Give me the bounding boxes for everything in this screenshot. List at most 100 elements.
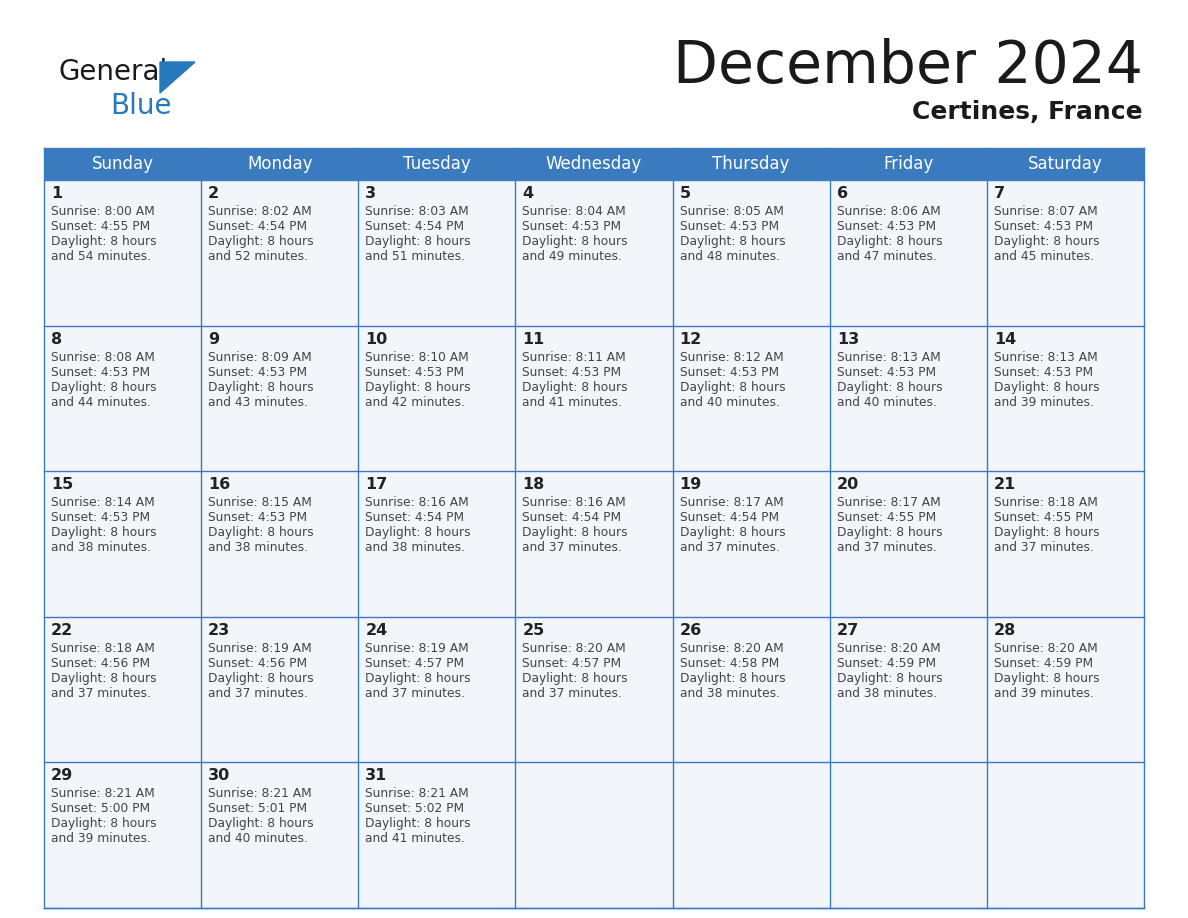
Text: and 54 minutes.: and 54 minutes. (51, 250, 151, 263)
Text: and 39 minutes.: and 39 minutes. (51, 833, 151, 845)
Bar (516, 471, 672, 617)
Text: and 37 minutes.: and 37 minutes. (208, 687, 308, 700)
Text: Sunset: 4:54 PM: Sunset: 4:54 PM (208, 220, 308, 233)
Text: Sunset: 4:53 PM: Sunset: 4:53 PM (365, 365, 465, 378)
Text: 11: 11 (523, 331, 544, 347)
Bar (987, 326, 1144, 471)
Bar (829, 326, 987, 471)
Text: and 38 minutes.: and 38 minutes. (365, 542, 466, 554)
Bar (829, 617, 987, 763)
Text: Daylight: 8 hours: Daylight: 8 hours (208, 235, 314, 248)
Text: 5: 5 (680, 186, 690, 201)
Text: 13: 13 (836, 331, 859, 347)
Text: and 52 minutes.: and 52 minutes. (208, 250, 308, 263)
Text: Sunrise: 8:05 AM: Sunrise: 8:05 AM (680, 205, 783, 218)
Text: 10: 10 (365, 331, 387, 347)
Text: Saturday: Saturday (1028, 155, 1102, 173)
Text: Sunset: 4:53 PM: Sunset: 4:53 PM (680, 220, 778, 233)
Text: Monday: Monday (247, 155, 312, 173)
Bar (672, 148, 829, 180)
Text: and 40 minutes.: and 40 minutes. (836, 396, 936, 409)
Bar (44, 148, 201, 180)
Text: Sunrise: 8:20 AM: Sunrise: 8:20 AM (680, 642, 783, 655)
Text: Sunrise: 8:06 AM: Sunrise: 8:06 AM (836, 205, 941, 218)
Text: Sunset: 4:57 PM: Sunset: 4:57 PM (365, 656, 465, 670)
Text: 27: 27 (836, 622, 859, 638)
Bar (516, 326, 672, 471)
Text: and 44 minutes.: and 44 minutes. (51, 396, 151, 409)
Bar (201, 763, 359, 908)
Text: Sunrise: 8:19 AM: Sunrise: 8:19 AM (365, 642, 469, 655)
Bar (829, 763, 987, 908)
Bar (672, 471, 829, 617)
Text: Sunset: 4:56 PM: Sunset: 4:56 PM (51, 656, 150, 670)
Text: 25: 25 (523, 622, 544, 638)
Text: 2: 2 (208, 186, 220, 201)
Text: Sunset: 4:53 PM: Sunset: 4:53 PM (51, 365, 150, 378)
Text: 23: 23 (208, 622, 230, 638)
Bar (672, 617, 829, 763)
Text: Daylight: 8 hours: Daylight: 8 hours (994, 381, 1099, 394)
Text: Sunset: 4:53 PM: Sunset: 4:53 PM (208, 511, 308, 524)
Text: Sunset: 4:55 PM: Sunset: 4:55 PM (836, 511, 936, 524)
Text: 9: 9 (208, 331, 220, 347)
Text: Sunrise: 8:04 AM: Sunrise: 8:04 AM (523, 205, 626, 218)
Text: and 45 minutes.: and 45 minutes. (994, 250, 1094, 263)
Text: Daylight: 8 hours: Daylight: 8 hours (836, 526, 942, 539)
Text: Sunrise: 8:20 AM: Sunrise: 8:20 AM (836, 642, 941, 655)
Text: Sunrise: 8:20 AM: Sunrise: 8:20 AM (523, 642, 626, 655)
Bar (987, 617, 1144, 763)
Text: Daylight: 8 hours: Daylight: 8 hours (51, 526, 157, 539)
Text: Sunset: 4:53 PM: Sunset: 4:53 PM (994, 220, 1093, 233)
Bar (201, 326, 359, 471)
Text: Sunset: 4:53 PM: Sunset: 4:53 PM (208, 365, 308, 378)
Text: Sunrise: 8:21 AM: Sunrise: 8:21 AM (51, 788, 154, 800)
Bar (516, 617, 672, 763)
Text: and 37 minutes.: and 37 minutes. (365, 687, 466, 700)
Text: Wednesday: Wednesday (545, 155, 643, 173)
Text: Sunset: 4:59 PM: Sunset: 4:59 PM (836, 656, 936, 670)
Text: 18: 18 (523, 477, 544, 492)
Text: Sunrise: 8:17 AM: Sunrise: 8:17 AM (680, 497, 783, 509)
Text: Daylight: 8 hours: Daylight: 8 hours (523, 235, 628, 248)
Text: Sunset: 4:53 PM: Sunset: 4:53 PM (836, 220, 936, 233)
Text: 4: 4 (523, 186, 533, 201)
Text: and 41 minutes.: and 41 minutes. (365, 833, 466, 845)
Bar (987, 471, 1144, 617)
Bar (516, 148, 672, 180)
Text: Sunrise: 8:18 AM: Sunrise: 8:18 AM (51, 642, 154, 655)
Text: 26: 26 (680, 622, 702, 638)
Text: and 49 minutes.: and 49 minutes. (523, 250, 623, 263)
Text: 30: 30 (208, 768, 230, 783)
Text: 3: 3 (365, 186, 377, 201)
Text: 28: 28 (994, 622, 1016, 638)
Text: Sunset: 4:58 PM: Sunset: 4:58 PM (680, 656, 779, 670)
Text: Daylight: 8 hours: Daylight: 8 hours (208, 817, 314, 831)
Text: Sunrise: 8:07 AM: Sunrise: 8:07 AM (994, 205, 1098, 218)
Text: Sunrise: 8:18 AM: Sunrise: 8:18 AM (994, 497, 1098, 509)
Text: and 48 minutes.: and 48 minutes. (680, 250, 779, 263)
Text: Sunrise: 8:15 AM: Sunrise: 8:15 AM (208, 497, 312, 509)
Text: Daylight: 8 hours: Daylight: 8 hours (836, 672, 942, 685)
Bar (201, 148, 359, 180)
Bar (987, 148, 1144, 180)
Text: 1: 1 (51, 186, 62, 201)
Bar (201, 617, 359, 763)
Text: Sunset: 4:53 PM: Sunset: 4:53 PM (523, 365, 621, 378)
Text: Sunrise: 8:02 AM: Sunrise: 8:02 AM (208, 205, 312, 218)
Text: and 38 minutes.: and 38 minutes. (680, 687, 779, 700)
Bar (359, 617, 516, 763)
Text: 12: 12 (680, 331, 702, 347)
Text: Friday: Friday (883, 155, 934, 173)
Text: December 2024: December 2024 (672, 38, 1143, 95)
Text: Sunrise: 8:09 AM: Sunrise: 8:09 AM (208, 351, 312, 364)
Text: Sunset: 4:54 PM: Sunset: 4:54 PM (680, 511, 778, 524)
Text: Sunset: 5:02 PM: Sunset: 5:02 PM (365, 802, 465, 815)
Bar (44, 471, 201, 617)
Text: Sunrise: 8:14 AM: Sunrise: 8:14 AM (51, 497, 154, 509)
Text: and 37 minutes.: and 37 minutes. (523, 687, 623, 700)
Text: Daylight: 8 hours: Daylight: 8 hours (365, 526, 470, 539)
Text: and 47 minutes.: and 47 minutes. (836, 250, 936, 263)
Text: Sunset: 5:00 PM: Sunset: 5:00 PM (51, 802, 150, 815)
Bar (359, 326, 516, 471)
